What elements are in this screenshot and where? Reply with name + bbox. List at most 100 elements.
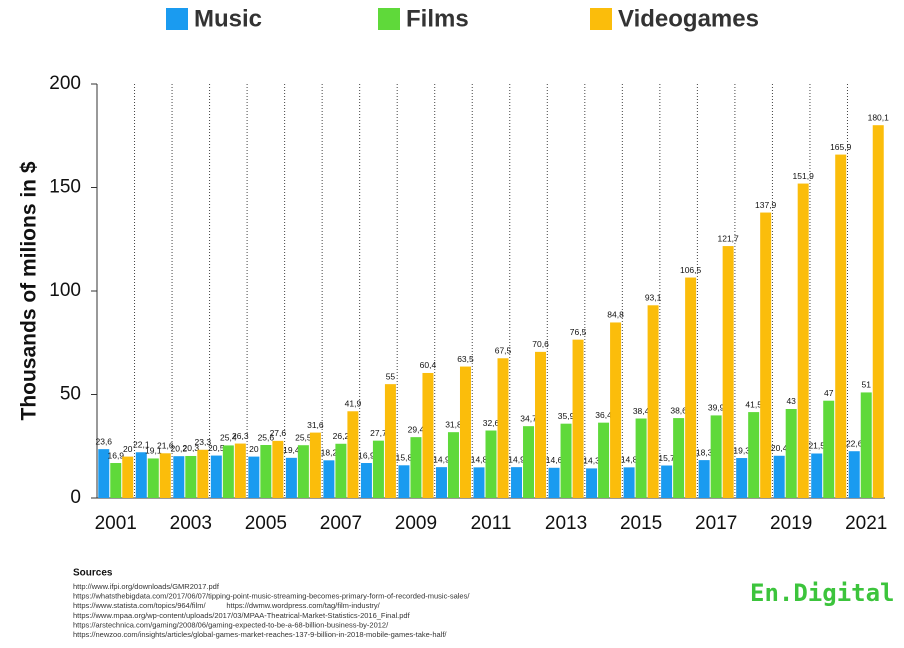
value-label: 23,6	[95, 436, 112, 446]
source-link: https://newzoo.com/insights/articles/glo…	[73, 630, 447, 639]
bar	[698, 460, 710, 498]
bar	[485, 430, 497, 498]
value-label: 19,3	[733, 445, 750, 455]
value-label: 27,7	[370, 428, 387, 438]
value-label: 70,6	[532, 339, 549, 349]
value-label: 18,2	[321, 448, 338, 458]
bar	[785, 408, 797, 498]
x-tick-label: 2021	[845, 513, 887, 534]
value-label: 20,3	[183, 443, 200, 453]
bar	[210, 455, 222, 498]
bar	[185, 455, 197, 498]
bar	[459, 366, 471, 498]
bar	[98, 449, 110, 498]
bar	[560, 423, 572, 498]
y-tick-label: 50	[60, 384, 81, 405]
bar	[635, 418, 647, 498]
bar	[710, 415, 722, 498]
value-label: 27,6	[270, 428, 287, 438]
x-tick-label: 2009	[395, 513, 437, 534]
value-label: 47	[824, 388, 834, 398]
bar	[110, 463, 122, 498]
value-label: 63,5	[457, 354, 474, 364]
value-label: 151,9	[793, 171, 815, 181]
y-tick-label: 150	[49, 177, 81, 198]
bar	[748, 412, 760, 498]
bar	[372, 440, 384, 498]
source-link: https://www.statista.com/topics/964/film…	[73, 601, 381, 610]
bar	[473, 467, 485, 498]
bar	[797, 183, 809, 498]
bar	[860, 392, 872, 498]
sources-title: Sources	[73, 568, 113, 579]
bar	[598, 422, 610, 498]
bar	[835, 154, 847, 498]
value-label: 22,6	[846, 438, 863, 448]
bar	[122, 456, 134, 498]
bar	[736, 458, 748, 498]
x-tick-label: 2007	[320, 513, 362, 534]
source-link: https://www.mpaa.org/wp-content/uploads/…	[73, 611, 411, 620]
value-label: 34,7	[520, 413, 537, 423]
legend-swatch	[378, 8, 400, 30]
bar	[173, 456, 185, 498]
value-label: 19,4	[283, 445, 300, 455]
bar	[297, 445, 309, 498]
bar	[811, 453, 823, 498]
value-label: 20	[123, 444, 133, 454]
value-label: 14,8	[621, 455, 638, 465]
x-tick-label: 2011	[471, 513, 512, 534]
y-tick-label: 0	[70, 487, 81, 508]
bar	[685, 277, 697, 498]
bar	[435, 467, 447, 498]
bar	[623, 467, 635, 498]
bar	[272, 440, 284, 498]
value-label: 14,6	[546, 455, 563, 465]
x-tick-label: 2019	[770, 513, 812, 534]
source-link: http://www.ifpi.org/downloads/GMR2017.pd…	[73, 582, 220, 591]
bar	[848, 451, 860, 498]
value-label: 41,5	[745, 399, 762, 409]
value-label: 14,9	[433, 454, 450, 464]
value-label: 16,9	[107, 450, 124, 460]
source-link: https://whatsthebigdata.com/2017/06/07/t…	[73, 592, 470, 601]
value-label: 60,4	[420, 360, 437, 370]
value-label: 18,3	[696, 447, 713, 457]
value-label: 93,1	[645, 293, 662, 303]
bar	[535, 351, 547, 498]
legend-label: Videogames	[618, 5, 759, 32]
source-link: https://arstechnica.com/gaming/2008/06/g…	[73, 620, 389, 629]
value-label: 43	[786, 396, 796, 406]
value-label: 14,8	[471, 455, 488, 465]
bar	[323, 460, 335, 498]
bar	[511, 467, 523, 498]
bar	[610, 322, 622, 498]
bar	[410, 437, 422, 498]
bar	[147, 458, 159, 498]
value-label: 20,4	[771, 443, 788, 453]
value-label: 29,4	[408, 424, 425, 434]
legend-swatch	[166, 8, 188, 30]
legend-label: Music	[194, 5, 262, 32]
bar	[760, 212, 772, 498]
legend-label: Films	[406, 5, 469, 32]
bar	[248, 456, 260, 498]
value-label: 20	[249, 444, 259, 454]
value-label: 31,6	[307, 420, 324, 430]
value-label: 35,9	[558, 411, 575, 421]
y-tick-label: 100	[49, 280, 81, 301]
x-tick-label: 2001	[95, 513, 137, 534]
x-tick-label: 2015	[620, 513, 662, 534]
value-label: 106,5	[680, 265, 702, 275]
value-label: 84,8	[607, 310, 624, 320]
bar	[285, 457, 297, 498]
bar	[647, 305, 659, 498]
bar	[673, 418, 685, 498]
bar	[398, 465, 410, 498]
bar	[773, 455, 785, 498]
bar	[135, 452, 147, 498]
value-label: 14,9	[508, 454, 525, 464]
value-label: 180,1	[868, 112, 890, 122]
value-label: 15,8	[396, 453, 413, 463]
